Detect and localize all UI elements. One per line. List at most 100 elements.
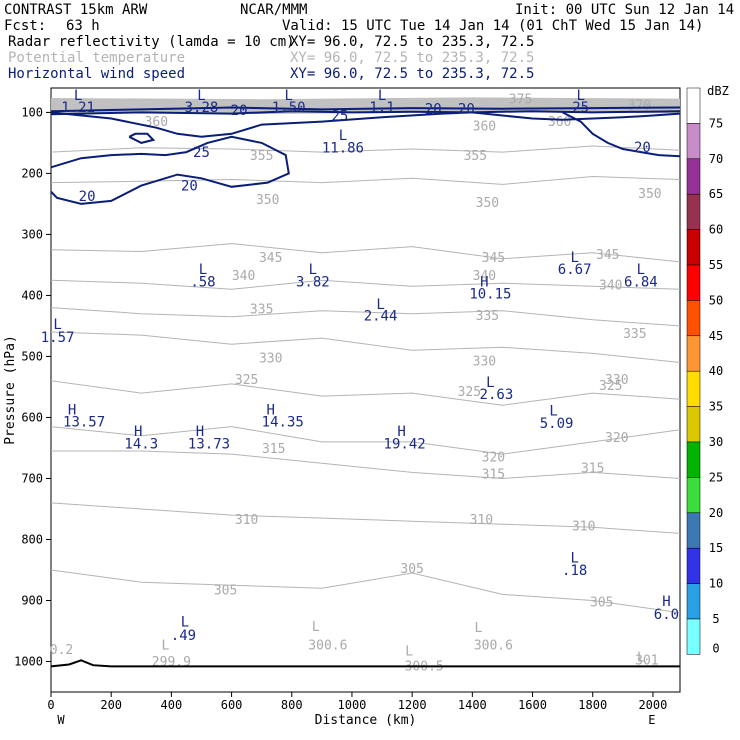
y-tick-label: 900	[21, 593, 43, 607]
colorbar-swatch	[686, 583, 701, 620]
wind-contour-25-3	[50, 135, 290, 205]
x-tick-label: 600	[221, 698, 243, 712]
theta-label: L	[637, 650, 645, 665]
x-tick-label: 800	[281, 698, 303, 712]
colorbar-level: 70	[709, 152, 723, 166]
theta-contour-315	[51, 450, 681, 480]
theta-label: 305	[214, 583, 237, 598]
theta-label: 345	[596, 248, 619, 263]
colorbar-level: 15	[709, 541, 723, 555]
theta-label: 325	[235, 373, 258, 388]
wind-label: H	[134, 424, 142, 440]
colorbar-unit: dBZ	[707, 84, 729, 98]
x-tick-label: 1400	[458, 698, 487, 712]
colorbar-level: 0	[712, 641, 719, 655]
theta-contour-305	[50, 569, 681, 614]
theta-label: 335	[476, 309, 499, 324]
valid-time: Valid: 15 UTC Tue 14 Jan 14 (01 ChT Wed …	[282, 18, 703, 34]
colorbar-level: 40	[709, 364, 723, 378]
colorbar-level: 45	[709, 329, 723, 343]
theta-label: 325	[458, 385, 481, 400]
wind-label: 10.15	[469, 286, 511, 302]
wind-contour-20-0	[50, 110, 681, 116]
colorbar-level: 60	[709, 223, 723, 237]
wind-label: 20	[425, 102, 442, 118]
wind-contour-20-4	[562, 111, 681, 158]
wind-label: 25	[572, 100, 589, 116]
theta-contour-310	[50, 502, 681, 534]
theta-label: 345	[482, 251, 505, 266]
theta-contour-335	[50, 307, 681, 327]
colorbar-swatch	[686, 618, 701, 655]
theta-contour-320	[50, 426, 681, 455]
y-tick-label: 700	[21, 471, 43, 485]
colorbar-swatch	[686, 300, 701, 337]
x-tick-label: 1800	[578, 698, 607, 712]
wind-label: L	[549, 404, 557, 420]
wind-label: 20	[231, 103, 248, 119]
wind-label: L	[637, 262, 645, 278]
chart-header: CONTRAST 15km ARW NCAR/MMM Init: 00 UTC …	[4, 2, 734, 82]
colorbar-swatch	[686, 193, 701, 230]
field-theta: Potential temperature	[8, 50, 185, 66]
west-label: W	[57, 713, 65, 727]
theta-label: 310	[572, 519, 595, 534]
wind-label: L	[181, 615, 189, 631]
wind-label: 1.1	[369, 100, 394, 116]
wind-label: 19.42	[384, 437, 426, 453]
x-tick-label: 400	[161, 698, 183, 712]
wind-label: H	[266, 402, 274, 418]
theta-label: 300.6	[474, 638, 513, 653]
wind-label: L	[339, 128, 347, 144]
y-tick-label: 600	[21, 410, 43, 424]
theta-label: 0.2	[50, 643, 73, 658]
theta-label: 330	[605, 373, 628, 388]
wind-label: L	[570, 250, 578, 266]
theta-band-line	[50, 97, 681, 102]
model-title: CONTRAST 15km ARW	[4, 2, 148, 18]
theta-label: L	[161, 638, 169, 653]
wind-label: 25	[193, 145, 210, 161]
wind-label: L	[285, 88, 293, 104]
wind-label: L	[378, 88, 386, 104]
wind-label: H	[662, 594, 670, 610]
colorbar-level: 10	[709, 577, 723, 591]
colorbar-swatch	[686, 335, 701, 372]
wind-label: L	[486, 375, 494, 391]
field-wind-xy: XY= 96.0, 72.5 to 235.3, 72.5	[290, 66, 534, 82]
fcst-value: 63 h	[66, 18, 100, 34]
wind-label: H	[196, 424, 204, 440]
wind-label: 1.57	[41, 330, 75, 346]
x-tick-label: 2000	[638, 698, 667, 712]
wind-label: 6.67	[558, 262, 592, 278]
wind-label: 20	[79, 189, 96, 205]
org-name: NCAR/MMM	[240, 2, 307, 18]
wind-label: 20	[458, 102, 475, 118]
theta-label: 350	[638, 187, 661, 202]
theta-label: 305	[400, 562, 423, 577]
theta-label: 355	[464, 149, 487, 164]
wind-label: 14.35	[262, 415, 304, 431]
field-wind: Horizontal wind speed	[8, 66, 185, 82]
fcst-label: Fcst:	[4, 18, 46, 34]
plot-area	[50, 87, 681, 693]
colorbar-level: 50	[709, 293, 723, 307]
wind-label: L	[199, 262, 207, 278]
theta-label: 299.9	[152, 655, 191, 670]
y-tick-label: 800	[21, 532, 43, 546]
theta-label: 320	[482, 450, 505, 465]
theta-label: 375	[509, 92, 532, 107]
field-reflectivity: Radar reflectivity (lamda = 10 cm)	[8, 34, 295, 50]
theta-label: 330	[473, 355, 496, 370]
x-tick-label: 1000	[338, 698, 367, 712]
theta-contour-355	[50, 145, 681, 153]
theta-label: 360	[548, 115, 571, 130]
wind-contour-20-1	[50, 106, 681, 113]
wind-label: H	[68, 402, 76, 418]
theta-label: L	[312, 620, 320, 635]
y-tick-label: 400	[21, 288, 43, 302]
x-tick-label: 200	[100, 698, 122, 712]
theta-label: 335	[250, 303, 273, 318]
